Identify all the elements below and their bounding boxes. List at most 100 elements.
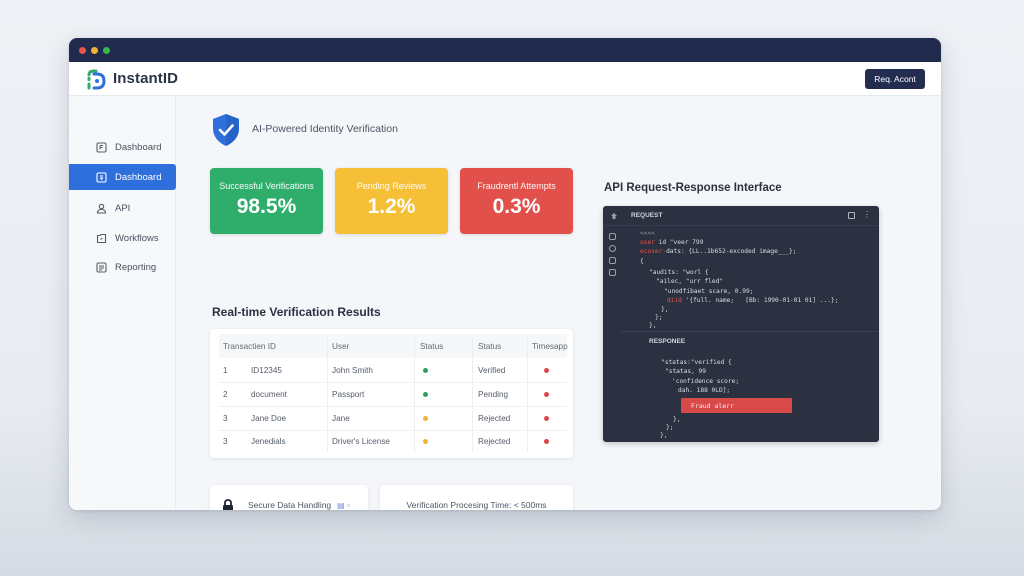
response-divider xyxy=(621,331,879,332)
sidebar-item-api[interactable]: API xyxy=(69,195,176,221)
row-number: 1 xyxy=(223,365,228,375)
row-separator xyxy=(219,382,567,383)
sidebar-item-dashboard-active[interactable]: Dashboard xyxy=(69,164,176,190)
code-line: "audits: "worl { xyxy=(649,269,709,276)
timestamp-flag xyxy=(544,406,549,430)
status-text: Rejected xyxy=(478,413,511,423)
lock-icon xyxy=(223,498,233,510)
status-dot xyxy=(423,358,428,382)
row-number: 2 xyxy=(223,389,228,399)
stat-value: 98.5% xyxy=(236,195,297,218)
code-line: "ailec, "urr fled" xyxy=(656,278,724,285)
stat-fraudulent-attempts: Fraudrentl Attempts 0.3% xyxy=(460,168,573,234)
processing-time-label: Verification Procesing Time: < 500ms xyxy=(406,500,547,510)
document-icon xyxy=(96,171,107,183)
settings-icon[interactable] xyxy=(609,245,616,252)
maximize-window-button[interactable] xyxy=(103,47,110,54)
sidebar-item-workflows[interactable]: Workflows xyxy=(69,225,176,251)
title-bar xyxy=(69,38,941,62)
code-line: }; xyxy=(666,424,674,431)
code-line: 'confidence score; xyxy=(672,378,740,385)
request-header: REQUEST ⋮ xyxy=(603,206,879,226)
transaction-id: ID12345 xyxy=(251,365,282,375)
timestamp-flag xyxy=(544,382,549,406)
user-name: Jane xyxy=(332,413,350,423)
code-line: }, xyxy=(649,322,657,329)
user-name: Driver's License xyxy=(332,436,390,446)
column-divider xyxy=(414,334,415,452)
transaction-id: document xyxy=(251,389,287,399)
row-separator xyxy=(219,406,567,407)
table-row[interactable]: 1 ID12345 John Smith Verified xyxy=(219,358,567,382)
code-line: <<<< xyxy=(640,230,655,237)
database-icon[interactable] xyxy=(609,257,616,264)
code-line: }, xyxy=(673,416,681,423)
transaction-id: Jane Doe xyxy=(251,413,287,423)
code-line: }, xyxy=(661,306,669,313)
column-divider xyxy=(527,334,528,452)
stop-icon[interactable] xyxy=(609,269,616,276)
code-line: { xyxy=(640,258,644,265)
workflow-icon xyxy=(96,233,107,244)
request-label: REQUEST xyxy=(631,212,663,219)
column-divider xyxy=(472,334,473,452)
close-window-button[interactable] xyxy=(79,47,86,54)
status-dot xyxy=(423,382,428,406)
stat-value: 1.2% xyxy=(367,195,416,218)
secure-data-card: Secure Data Handling ▤ ▫ xyxy=(210,485,368,510)
column-header-status-text[interactable]: Status xyxy=(478,341,502,351)
stat-value: 0.3% xyxy=(492,195,541,218)
copy-icon[interactable] xyxy=(848,212,855,219)
status-text: Pending xyxy=(478,389,509,399)
user-name: Passport xyxy=(332,389,365,399)
column-header-status[interactable]: Status xyxy=(420,341,444,351)
stat-label: Fraudrentl Attempts xyxy=(477,181,556,191)
stat-pending-reviews: Pending Reviews 1.2% xyxy=(335,168,448,234)
table-row[interactable]: 3 Jane Doe Jane Rejected xyxy=(219,406,567,430)
user-name: John Smith xyxy=(332,365,373,375)
table-row[interactable]: 2 document Passport Pending xyxy=(219,382,567,406)
sidebar-item-label: Workflows xyxy=(115,232,159,244)
app-window: InstantID Req. Acont Dashboard Dashboard… xyxy=(69,38,941,510)
table-row[interactable]: 3 Jenedials Driver's License Rejected xyxy=(219,429,567,453)
code-line: diid '{full. name; [Bb: 1990-01-01 01] .… xyxy=(667,297,839,304)
code-line: ecoser-dats: {LL..1b652-excoded image___… xyxy=(640,248,797,255)
api-code-panel: REQUEST ⋮ <<<< user id "veer 799 ecoser-… xyxy=(603,206,879,442)
app-header: InstantID Req. Acont xyxy=(69,62,941,96)
status-text: Rejected xyxy=(478,436,511,446)
hero-title: AI-Powered Identity Verification xyxy=(252,123,398,135)
report-icon xyxy=(96,261,107,273)
column-header-user[interactable]: User xyxy=(332,341,350,351)
user-icon xyxy=(96,203,107,214)
results-title: Real-time Verification Results xyxy=(212,305,381,319)
status-dot xyxy=(423,406,428,430)
code-line: }; xyxy=(655,314,663,321)
column-header-transaction-id[interactable]: Transactien ID xyxy=(223,341,276,351)
code-line: }, xyxy=(660,432,668,439)
status-dot xyxy=(423,429,428,453)
sidebar: Dashboard Dashboard API Workflows Report… xyxy=(69,96,176,510)
processing-time-card: Verification Procesing Time: < 500ms xyxy=(380,485,573,510)
row-number: 3 xyxy=(223,413,228,423)
request-account-button[interactable]: Req. Acont xyxy=(865,69,925,89)
row-number: 3 xyxy=(223,436,228,446)
dashboard-icon xyxy=(96,141,107,153)
sidebar-item-dashboard[interactable]: Dashboard xyxy=(69,134,176,160)
stat-label: Successful Verifications xyxy=(219,181,314,191)
sidebar-item-label: Dashboard xyxy=(115,171,162,183)
instantid-logo-icon xyxy=(87,69,106,90)
home-icon[interactable] xyxy=(609,233,616,240)
main-content: AI-Powered Identity Verification Success… xyxy=(177,96,941,510)
column-header-timestamp[interactable]: Timesapp xyxy=(532,341,568,351)
minimize-window-button[interactable] xyxy=(91,47,98,54)
code-line: dah. 188 0LD]; xyxy=(678,387,731,394)
row-separator xyxy=(219,430,567,431)
fraud-alert-highlight: Fraud alerr xyxy=(681,398,792,413)
code-line: "statas, 99 xyxy=(665,368,706,375)
api-panel-title: API Request-Response Interface xyxy=(604,182,782,194)
results-table: Transactien ID User Status Status Timesa… xyxy=(210,329,573,458)
more-options-icon[interactable]: ⋮ xyxy=(863,210,871,219)
column-divider xyxy=(327,334,328,452)
sidebar-item-reporting[interactable]: Reporting xyxy=(69,254,176,280)
shield-check-icon xyxy=(213,114,239,146)
